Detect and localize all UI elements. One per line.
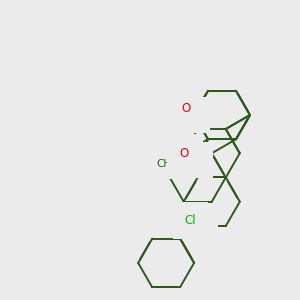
Text: O: O: [189, 109, 199, 122]
Text: O: O: [191, 153, 201, 167]
Text: O: O: [181, 102, 190, 115]
Text: O: O: [179, 147, 188, 160]
Text: CH₃: CH₃: [156, 159, 175, 169]
Text: O: O: [197, 220, 207, 232]
Text: Cl: Cl: [185, 214, 197, 227]
Text: O: O: [182, 145, 191, 158]
